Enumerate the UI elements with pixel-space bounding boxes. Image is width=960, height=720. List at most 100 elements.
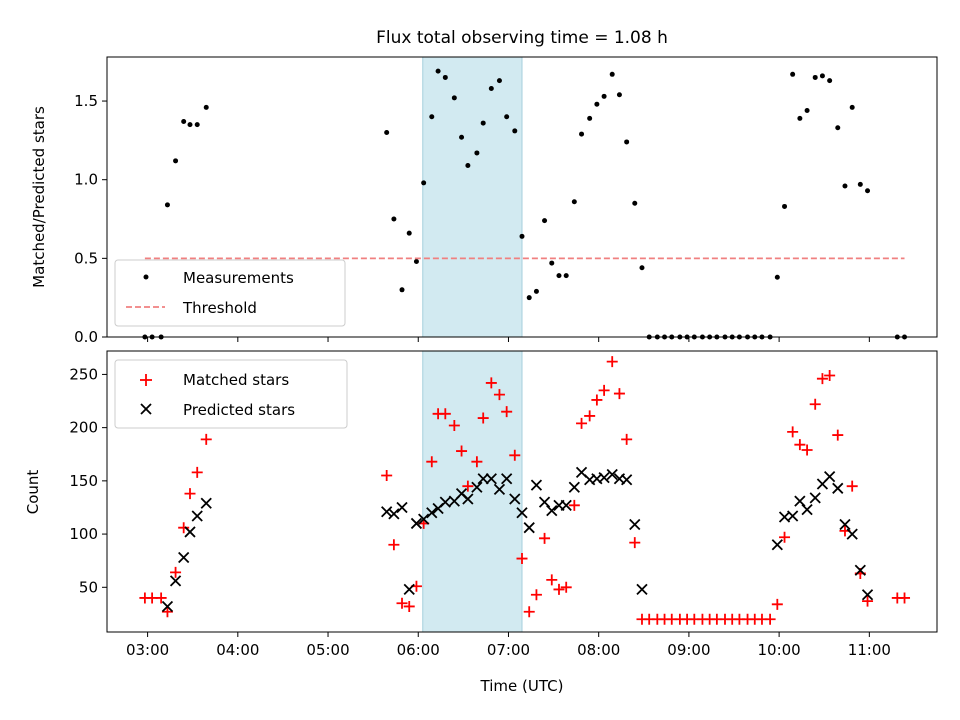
measurement-point xyxy=(782,203,788,209)
predicted-stars-point xyxy=(403,583,415,596)
matched-stars-point xyxy=(516,553,528,565)
matched-stars-point xyxy=(846,480,858,492)
matched-stars-point xyxy=(576,417,588,429)
chart-title: Flux total observing time = 1.08 h xyxy=(376,28,668,48)
top-panel: 0.0 0.5 1.0 1.5 Matched/Predicted stars Mea… xyxy=(30,56,938,346)
predicted-stars-point xyxy=(501,473,513,485)
predicted-stars-point xyxy=(388,508,400,520)
predicted-stars-point xyxy=(809,492,821,504)
predicted-stars-point xyxy=(509,493,521,505)
measurement-point xyxy=(194,122,200,128)
measurement-point xyxy=(827,78,833,84)
predicted-stars-point xyxy=(854,564,866,576)
matched-stars-point xyxy=(539,532,551,544)
measurement-point xyxy=(526,295,532,301)
matched-stars-point xyxy=(456,445,468,457)
y-tick-label: 150 xyxy=(69,472,98,490)
matched-stars-point xyxy=(381,470,393,482)
bottom-panel: 50 100 150 200 250 03:00 04:00 05:00 06:00 07:00… xyxy=(24,350,938,695)
matched-stars-point xyxy=(184,488,196,500)
measurement-point xyxy=(549,260,555,266)
matched-stars-point xyxy=(621,433,633,445)
matched-stars-point xyxy=(560,581,572,593)
measurement-point xyxy=(797,115,803,121)
matched-stars-point xyxy=(509,449,521,461)
predicted-stars-point xyxy=(787,510,799,522)
measurement-point xyxy=(790,71,796,77)
predicted-stars-point xyxy=(462,493,474,505)
matched-stars-point xyxy=(809,398,821,410)
legend-threshold-label: Threshold xyxy=(182,299,257,317)
predicted-stars-point xyxy=(191,510,203,522)
matched-stars-point xyxy=(178,522,190,534)
matched-stars-point xyxy=(787,426,799,438)
matched-stars-point xyxy=(568,499,580,511)
matched-stars-point xyxy=(816,373,828,385)
measurement-point xyxy=(474,150,480,156)
x-tick-label: 04:00 xyxy=(216,641,259,659)
top-legend: Measurements Threshold xyxy=(114,259,346,327)
measurement-point xyxy=(594,101,600,107)
matched-stars-point xyxy=(388,539,400,551)
predicted-stars-point xyxy=(568,481,580,493)
top-marks xyxy=(142,68,908,340)
measurement-point xyxy=(421,180,427,186)
measurement-point xyxy=(406,230,412,236)
bottom-legend-frame xyxy=(114,359,348,429)
measurement-point xyxy=(857,181,863,187)
measurement-point xyxy=(812,74,818,80)
predicted-stars-point xyxy=(200,497,212,509)
matched-stars-point xyxy=(606,356,618,368)
measurement-point xyxy=(533,288,539,294)
predicted-stars-point xyxy=(606,468,618,481)
x-tick-label: 10:00 xyxy=(758,641,801,659)
predicted-stars-point xyxy=(439,496,451,508)
matched-stars-point xyxy=(764,613,776,625)
measurement-point xyxy=(819,73,825,79)
bottom-panel-frame xyxy=(106,350,938,633)
predicted-stars-point xyxy=(621,474,633,486)
matched-stars-point xyxy=(448,420,460,432)
legend-matched-label: Matched stars xyxy=(183,371,289,389)
measurement-point xyxy=(435,68,441,74)
measurement-point xyxy=(480,120,486,126)
matched-stars-point xyxy=(523,606,535,618)
measurement-point xyxy=(451,95,457,101)
predicted-stars-point xyxy=(861,589,874,601)
predicted-stars-point xyxy=(801,503,813,516)
measurement-point xyxy=(496,78,502,84)
measurement-point xyxy=(413,258,419,264)
measurement-point xyxy=(563,273,569,279)
observing-window-shade xyxy=(422,56,523,338)
matched-stars-point xyxy=(832,429,844,441)
measurement-point xyxy=(542,218,548,224)
matched-stars-point xyxy=(794,439,806,451)
measurement-point xyxy=(639,265,645,271)
bottom-y-axis-label: Count xyxy=(24,470,42,515)
measurement-point xyxy=(609,71,615,77)
measurement-point xyxy=(442,74,448,80)
predicted-stars-point xyxy=(824,470,836,483)
y-tick-label: 0.0 xyxy=(74,328,98,346)
measurement-point xyxy=(504,114,510,120)
measurement-point xyxy=(616,92,622,98)
measurement-point xyxy=(488,85,494,91)
matched-stars-point xyxy=(591,394,603,406)
legend-measurements-label: Measurements xyxy=(183,269,294,287)
predicted-stars-point xyxy=(381,506,393,518)
matched-stars-point xyxy=(801,444,813,456)
measurement-point xyxy=(203,104,209,110)
predicted-stars-point xyxy=(629,518,641,531)
predicted-stars-point xyxy=(396,501,408,514)
matched-stars-point xyxy=(862,595,874,607)
measurement-point xyxy=(842,183,848,189)
predicted-stars-point xyxy=(418,513,430,525)
legend-measurements-marker xyxy=(143,274,149,280)
x-tick-label: 03:00 xyxy=(126,641,169,659)
matched-stars-point xyxy=(170,566,182,578)
predicted-stars-point xyxy=(161,600,174,613)
measurement-point xyxy=(774,274,780,280)
matched-stars-point xyxy=(426,456,438,468)
predicted-stars-point xyxy=(546,505,558,517)
